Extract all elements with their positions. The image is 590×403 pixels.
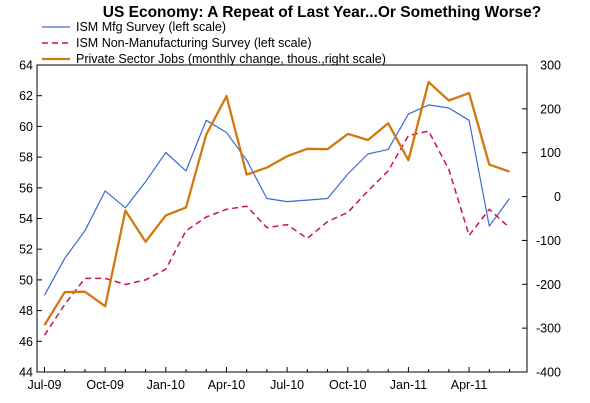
right-axis-tick-label: 300 bbox=[540, 59, 561, 73]
chart-title: US Economy: A Repeat of Last Year...Or S… bbox=[103, 4, 541, 21]
left-axis-tick-label: 62 bbox=[19, 89, 33, 103]
left-axis-tick-label: 44 bbox=[19, 366, 33, 380]
x-axis-tick-label: Apr-10 bbox=[208, 378, 246, 392]
series-layer bbox=[43, 80, 511, 336]
x-axis-tick-label: Jul-09 bbox=[27, 378, 61, 392]
legend: ISM Mfg Survey (left scale) ISM Non-Manu… bbox=[42, 20, 386, 66]
x-axis-tick-label: Jul-10 bbox=[270, 378, 304, 392]
right-axis-tick-label: -300 bbox=[536, 322, 561, 336]
left-axis-tick-label: 58 bbox=[19, 151, 33, 165]
right-axis-tick-label: -400 bbox=[536, 366, 561, 380]
legend-label-ism-non-manufacturing: ISM Non-Manufacturing Survey (left scale… bbox=[76, 36, 312, 50]
left-axis-tick-label: 64 bbox=[19, 59, 33, 73]
left-axis-tick-label: 46 bbox=[19, 335, 33, 349]
plot-area bbox=[36, 64, 528, 373]
legend-label-ism-mfg: ISM Mfg Survey (left scale) bbox=[76, 20, 226, 34]
series-line-ism-mfg bbox=[43, 104, 510, 296]
right-axis-tick-label: 0 bbox=[554, 190, 561, 204]
right-axis-tick-label: 200 bbox=[540, 102, 561, 116]
x-axis-tick-label: Apr-11 bbox=[451, 378, 488, 392]
x-axis-tick-label: Oct-10 bbox=[329, 378, 367, 392]
left-axis-tick-label: 60 bbox=[19, 120, 33, 134]
left-axis-tick-label: 54 bbox=[19, 212, 33, 226]
left-axis-tick-label: 48 bbox=[19, 304, 33, 318]
right-axis-tick-label: -100 bbox=[536, 234, 561, 248]
left-axis-tick-label: 56 bbox=[19, 181, 33, 195]
series-line-ism-non-manufacturing bbox=[43, 130, 511, 336]
right-axis-tick-label: 100 bbox=[540, 146, 561, 160]
plot-frame bbox=[36, 64, 528, 373]
x-axis-tick-label: Jan-11 bbox=[390, 378, 427, 392]
series-line-private-sector-jobs bbox=[43, 80, 510, 326]
left-axis-tick-label: 52 bbox=[19, 243, 33, 257]
left-axis-tick-label: 50 bbox=[19, 273, 33, 287]
x-axis-tick-label: Jan-10 bbox=[147, 378, 185, 392]
legend-label-private-sector-jobs: Private Sector Jobs (monthly change, tho… bbox=[76, 52, 386, 66]
x-axis-tick-label: Oct-09 bbox=[86, 378, 124, 392]
axes: 44 46 48 50 52 54 56 58 60 62 64 -400 -300 -200 -100 0 1… bbox=[19, 59, 561, 393]
right-axis-tick-label: -200 bbox=[536, 278, 561, 292]
